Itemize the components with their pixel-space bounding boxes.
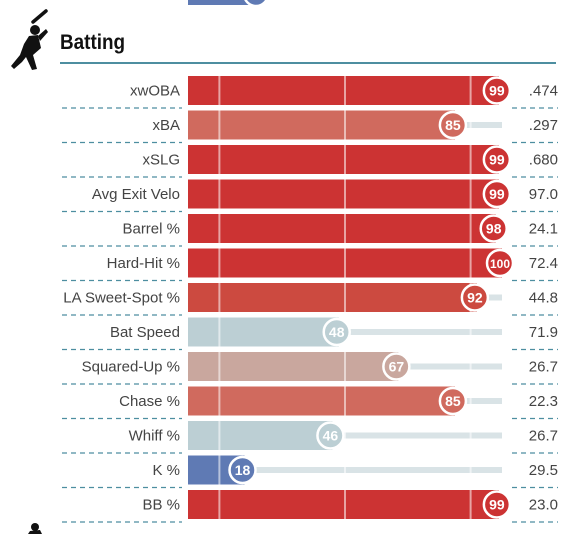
row-avg-exit-velo: 99 Avg Exit Velo 97.0	[62, 179, 558, 213]
row-chase-pct: 85 Chase % 22.3	[62, 386, 558, 420]
raw-value-bb-pct: 23.0	[529, 497, 558, 514]
badge-label-barrel-pct: 98	[486, 221, 502, 237]
row-barrel-pct: 98 Barrel % 24.1	[62, 214, 558, 247]
batter-silhouette-icon	[11, 9, 48, 70]
badge-label-xba: 85	[445, 117, 461, 133]
row-k-pct: 18 K % 29.5	[62, 455, 558, 489]
category-label-xwoba: xwOBA	[130, 83, 180, 100]
bar-la-sweet-spot-pct	[188, 283, 477, 312]
category-label-whiff-pct: Whiff %	[129, 428, 180, 445]
bar-bat-speed	[188, 317, 339, 347]
raw-value-barrel-pct: 24.1	[529, 221, 558, 238]
badge-label-bat-speed: 48	[329, 324, 345, 340]
category-label-hard-hit-pct: Hard-Hit %	[107, 255, 180, 272]
category-label-chase-pct: Chase %	[119, 393, 180, 410]
category-label-xba: xBA	[152, 117, 180, 134]
badge-k-pct	[228, 455, 257, 485]
badge-hard-hit-pct	[485, 248, 515, 278]
badge-xslg	[482, 145, 512, 174]
raw-value-whiff-pct: 26.7	[529, 428, 558, 445]
badge-barrel-pct	[479, 214, 508, 243]
raw-value-xwoba: .474	[529, 83, 558, 100]
badge-label-avg-exit-velo: 99	[489, 186, 505, 202]
category-label-bat-speed: Bat Speed	[110, 324, 180, 341]
badge-label-hard-hit-pct: 100	[490, 257, 510, 271]
badge-la-sweet-spot-pct	[460, 283, 490, 312]
raw-value-xba: .297	[529, 117, 558, 134]
raw-value-bat-speed: 71.9	[529, 324, 558, 341]
badge-xba	[438, 110, 468, 140]
category-label-bb-pct: BB %	[142, 497, 180, 514]
raw-value-squared-up-pct: 26.7	[529, 359, 558, 376]
next-section-icon	[28, 523, 42, 534]
bar-xslg	[188, 145, 499, 174]
bar-bb-pct	[188, 490, 499, 519]
badge-label-bb-pct: 99	[489, 497, 505, 513]
bar-squared-up-pct	[188, 352, 399, 381]
badge-squared-up-pct	[382, 352, 411, 381]
row-hard-hit-pct: 100 Hard-Hit % 72.4	[62, 248, 558, 282]
row-la-sweet-spot-pct: 92 LA Sweet-Spot % 44.8	[62, 283, 558, 316]
raw-value-hard-hit-pct: 72.4	[529, 255, 558, 272]
badge-label-whiff-pct: 46	[323, 428, 339, 444]
badge-label-xslg: 99	[489, 152, 505, 168]
badge-whiff-pct	[316, 421, 345, 450]
section-title: Batting	[60, 31, 126, 54]
chart-rows: 99 xwOBA .474 85 xBA .297 99 xSLG .680 99 Avg Exit…	[62, 76, 558, 523]
badge-label-xwoba: 99	[489, 83, 505, 99]
bar-chase-pct	[188, 386, 455, 416]
badge-chase-pct	[438, 386, 468, 416]
row-xwoba: 99 xwOBA .474	[62, 76, 558, 109]
category-label-la-sweet-spot-pct: LA Sweet-Spot %	[63, 290, 180, 307]
bar-xba	[188, 110, 455, 140]
bar-barrel-pct	[188, 214, 496, 243]
badge-label-la-sweet-spot-pct: 92	[467, 290, 483, 306]
bar-whiff-pct	[188, 421, 333, 450]
row-whiff-pct: 46 Whiff % 26.7	[62, 421, 558, 454]
category-label-avg-exit-velo: Avg Exit Velo	[92, 186, 180, 203]
category-label-k-pct: K %	[152, 462, 180, 479]
raw-value-avg-exit-velo: 97.0	[529, 186, 558, 203]
row-bb-pct: 99 BB % 23.0	[62, 490, 558, 523]
badge-bb-pct	[482, 490, 512, 519]
badge-label-k-pct: 18	[235, 462, 251, 478]
category-label-xslg: xSLG	[142, 152, 180, 169]
row-bat-speed: 48 Bat Speed 71.9	[62, 317, 558, 351]
bar-avg-exit-velo	[188, 179, 499, 209]
bar-xwoba	[188, 76, 499, 105]
badge-xwoba	[482, 76, 512, 105]
raw-value-la-sweet-spot-pct: 44.8	[529, 290, 558, 307]
row-xba: 85 xBA .297	[62, 110, 558, 144]
raw-value-k-pct: 29.5	[529, 462, 558, 479]
badge-label-squared-up-pct: 67	[389, 359, 405, 375]
category-label-barrel-pct: Barrel %	[122, 221, 180, 238]
row-squared-up-pct: 67 Squared-Up % 26.7	[62, 352, 558, 385]
badge-avg-exit-velo	[482, 179, 512, 209]
raw-value-chase-pct: 22.3	[529, 393, 558, 410]
category-label-squared-up-pct: Squared-Up %	[82, 359, 180, 376]
badge-label-chase-pct: 85	[445, 393, 461, 409]
raw-value-xslg: .680	[529, 152, 558, 169]
row-xslg: 99 xSLG .680	[62, 145, 558, 178]
previous-section-remnant	[188, 0, 268, 8]
badge-bat-speed	[322, 317, 351, 347]
